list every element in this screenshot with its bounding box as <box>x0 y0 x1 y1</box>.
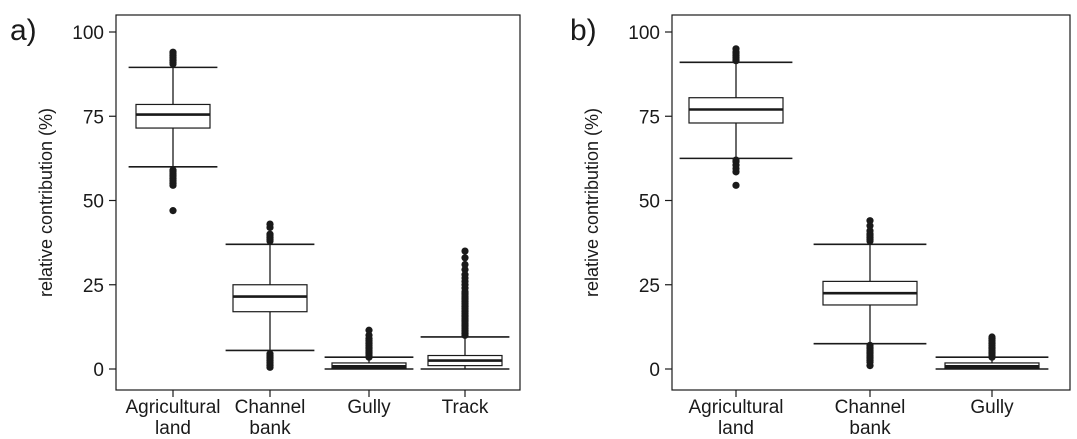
panel-label: a) <box>10 14 37 47</box>
outlier-point <box>866 227 874 235</box>
outlier-point <box>169 207 177 215</box>
y-tick-label: 100 <box>72 23 104 44</box>
y-tick-label: 75 <box>83 107 104 128</box>
panel-a: a) relative contribution (%) 0 25 50 75 100 Agr… <box>10 14 521 439</box>
outlier-point <box>266 230 274 238</box>
x-category-label: bank <box>249 418 291 439</box>
box-0 <box>128 48 218 215</box>
outlier-point <box>988 333 996 341</box>
panel-label: b) <box>570 14 597 47</box>
x-category-label: Channel <box>835 397 906 418</box>
outlier-point <box>866 217 874 225</box>
panel-b: b) relative contribution (%) 0 25 50 75 100 Agr… <box>570 14 1071 439</box>
outlier-point <box>732 181 740 189</box>
y-axis-title: relative contribution (%) <box>582 108 602 297</box>
box-1 <box>225 220 315 371</box>
box-2 <box>324 326 414 370</box>
y-tick-label: 100 <box>628 23 660 44</box>
outlier-point <box>461 254 469 262</box>
x-category-label: Agricultural <box>125 397 220 418</box>
box-iqr <box>135 103 211 129</box>
x-category-label: Gully <box>970 397 1014 418</box>
y-tick-label: 0 <box>93 360 104 381</box>
outlier-point <box>866 341 874 350</box>
outlier-point <box>365 326 373 334</box>
y-tick-label: 0 <box>649 360 660 381</box>
y-tick-label: 50 <box>639 192 660 213</box>
x-category-label: bank <box>849 418 891 439</box>
outlier-point <box>461 271 469 279</box>
x-category-label: Channel <box>235 397 306 418</box>
x-category-label: Track <box>442 397 489 418</box>
x-category-label: Gully <box>347 397 391 418</box>
outlier-point <box>461 260 469 269</box>
outlier-point <box>365 331 373 339</box>
x-category-label: land <box>155 418 191 439</box>
box-3 <box>420 247 510 370</box>
outlier-point <box>866 222 874 230</box>
y-tick-label: 25 <box>83 276 104 297</box>
y-axis-title: relative contribution (%) <box>36 108 56 297</box>
box-iqr <box>232 284 308 313</box>
outlier-point <box>266 350 274 358</box>
box-0 <box>679 45 793 189</box>
plot-frame <box>115 14 521 391</box>
y-tick-label: 25 <box>639 276 660 297</box>
outlier-point <box>169 48 177 56</box>
y-tick-label: 75 <box>639 107 660 128</box>
outlier-point <box>461 265 469 274</box>
outlier-point <box>266 220 274 228</box>
outlier-point <box>732 45 740 53</box>
plot-frame <box>671 14 1071 391</box>
outlier-point <box>732 156 740 164</box>
y-tick-label: 50 <box>83 192 104 213</box>
x-category-label: Agricultural <box>688 397 783 418</box>
outlier-point <box>169 166 177 174</box>
box-2 <box>935 333 1049 370</box>
outlier-point <box>461 247 469 255</box>
box-1 <box>813 217 927 370</box>
x-category-label: land <box>718 418 754 439</box>
